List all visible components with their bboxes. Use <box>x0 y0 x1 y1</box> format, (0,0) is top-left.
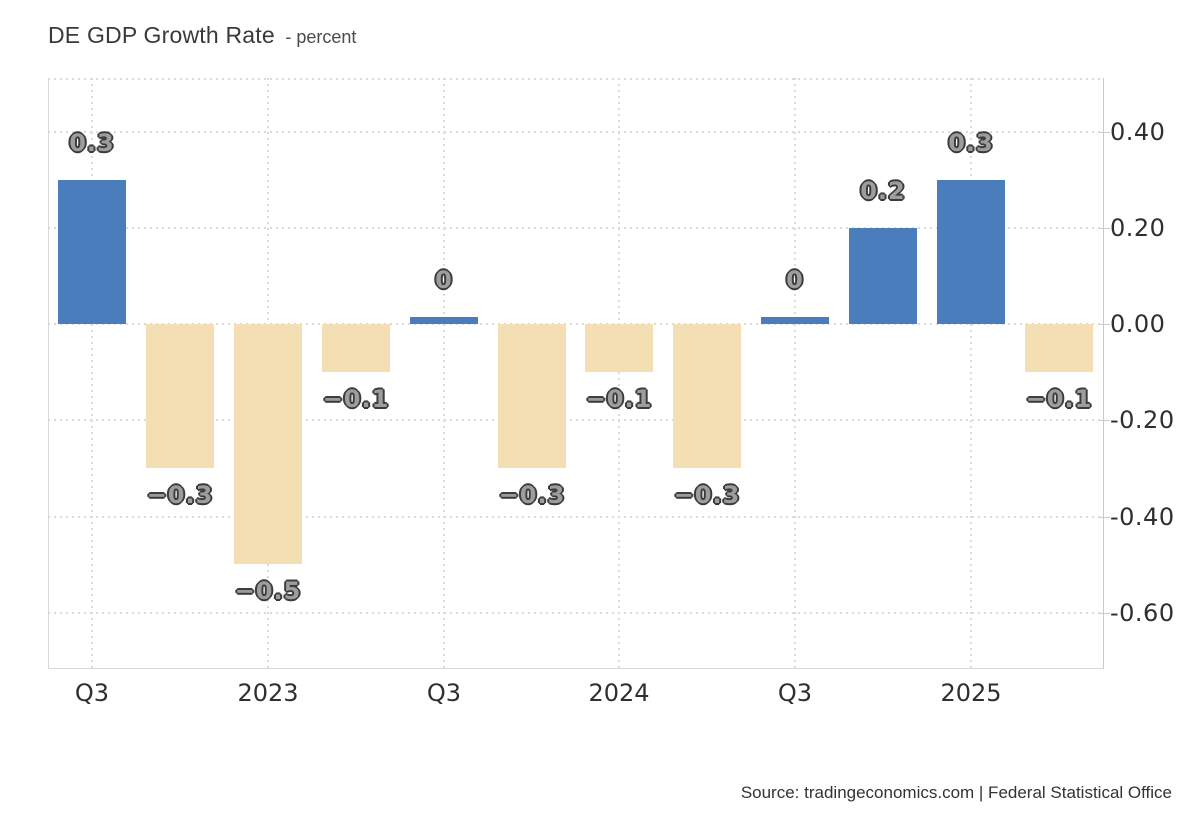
y-axis-label: -0.40 <box>1110 503 1175 531</box>
bar[interactable] <box>849 228 917 324</box>
bar[interactable] <box>585 324 653 372</box>
bar-value-label: −0.3 <box>498 481 566 509</box>
y-axis-tick <box>1099 228 1110 229</box>
chart-title: DE GDP Growth Rate <box>48 22 275 48</box>
bar[interactable] <box>1025 324 1093 372</box>
x-gridline <box>794 78 796 669</box>
y-axis-line <box>1103 78 1104 669</box>
plot-area: 0.3 −0.3 −0.5 −0.1 0 −0.3 −0.1 −0.3 0 0.2 0.3 −0.1 <box>48 78 1104 669</box>
bar[interactable] <box>761 317 829 324</box>
y-axis-label: -0.20 <box>1110 406 1175 434</box>
y-axis-tick <box>1099 613 1110 614</box>
x-axis-line <box>48 668 1103 669</box>
x-gridline <box>91 78 93 669</box>
x-gridline <box>970 78 972 669</box>
x-axis-label: 2025 <box>940 679 1002 707</box>
y-axis-tick <box>1099 324 1110 325</box>
y-axis-tick <box>1099 420 1110 421</box>
bar[interactable] <box>937 180 1005 324</box>
bar-value-label: 0.2 <box>860 177 906 205</box>
bar[interactable] <box>234 324 302 564</box>
x-axis-label: Q3 <box>426 679 462 707</box>
y-axis-tick <box>1099 517 1110 518</box>
y-axis-label: -0.60 <box>1110 599 1175 627</box>
bar-value-label: −0.1 <box>585 385 653 413</box>
chart-header: DE GDP Growth Rate - percent <box>48 22 356 49</box>
bar-value-label: 0 <box>435 266 453 294</box>
bar[interactable] <box>58 180 126 324</box>
y-axis-tick <box>1099 132 1110 133</box>
y-gridline <box>48 419 1103 421</box>
bar-value-label: −0.1 <box>1025 385 1093 413</box>
x-gridline <box>618 78 620 669</box>
y-gridline <box>48 323 1103 325</box>
bar-value-label: −0.3 <box>673 481 741 509</box>
y-gridline <box>48 516 1103 518</box>
y-gridline <box>48 612 1103 614</box>
chart-subtitle: - percent <box>285 27 357 47</box>
source-text: Source: tradingeconomics.com | Federal S… <box>740 783 1172 802</box>
plot-border-top <box>48 78 1103 80</box>
y-axis-label: 0.40 <box>1110 118 1166 146</box>
y-gridline <box>48 227 1103 229</box>
bar[interactable] <box>498 324 566 468</box>
x-axis-label: 2024 <box>588 679 650 707</box>
bar-value-label: −0.3 <box>146 481 214 509</box>
bar-value-label: −0.1 <box>322 385 390 413</box>
x-gridline <box>443 78 445 669</box>
bar-value-label: 0.3 <box>948 129 994 157</box>
bar-value-label: 0 <box>786 266 804 294</box>
x-axis-label: Q3 <box>74 679 110 707</box>
y-axis-label: 0.00 <box>1110 310 1166 338</box>
y-axis-label: 0.20 <box>1110 214 1166 242</box>
bar[interactable] <box>410 317 478 324</box>
y-gridline <box>48 131 1103 133</box>
bar-value-label: 0.3 <box>69 129 115 157</box>
plot-border-left <box>48 78 49 669</box>
bar[interactable] <box>146 324 214 468</box>
bar[interactable] <box>673 324 741 468</box>
bar-value-label: −0.5 <box>234 577 302 605</box>
x-axis-label: Q3 <box>777 679 813 707</box>
x-axis-label: 2023 <box>237 679 299 707</box>
bar[interactable] <box>322 324 390 372</box>
